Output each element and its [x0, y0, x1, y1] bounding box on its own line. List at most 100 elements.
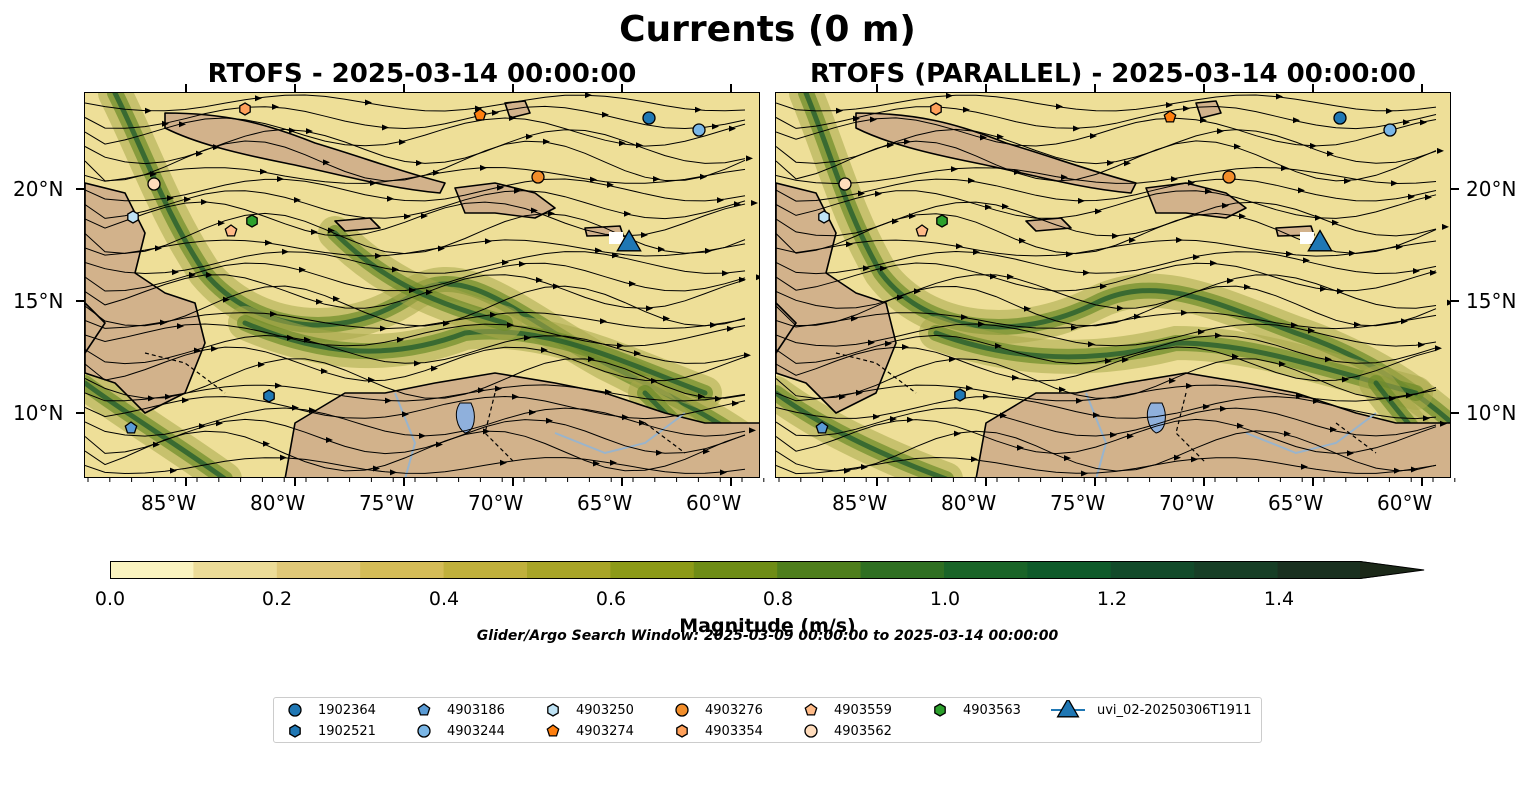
legend-entry: 4903563 [929, 700, 1021, 720]
colorbar-segment [1277, 561, 1362, 579]
glider-marker [1307, 229, 1333, 252]
legend-label: 1902521 [318, 723, 376, 739]
landmass [164, 112, 446, 194]
legend-marker-shape [289, 724, 301, 738]
colorbar-segment [360, 561, 445, 579]
argo-float-marker [930, 102, 942, 116]
legend-marker-shape [804, 703, 818, 716]
lake-maracaibo [455, 402, 475, 434]
argo-float-marker [531, 170, 545, 184]
colorbar-segment [1194, 561, 1279, 579]
legend-entry: 1902364 [284, 700, 376, 720]
legend-marker [547, 703, 559, 717]
lon-tick-label: 85°W [141, 491, 197, 515]
argo-float-marker [642, 111, 656, 125]
legend-marker-shape [546, 724, 560, 737]
colorbar-segment [110, 561, 194, 579]
colorbar-tick-label: 0.2 [261, 588, 293, 610]
legend-label: 4903276 [705, 702, 763, 718]
colorbar-segment [944, 561, 1028, 579]
argo-float-marker [818, 210, 830, 224]
colorbar-segment [693, 561, 778, 579]
colorbar-tick-label: 0.0 [94, 588, 126, 610]
colorbar-segment [777, 561, 862, 579]
lon-tick-label: 75°W [1050, 491, 1106, 515]
legend-marker [675, 703, 689, 717]
lon-tick-label: 65°W [1268, 491, 1324, 515]
legend-label: 4903354 [705, 723, 763, 739]
legend-entry: 4903562 [800, 721, 892, 741]
colorbar-outline [110, 561, 1425, 579]
glider-marker [616, 229, 642, 252]
left-map-panel [84, 92, 760, 478]
legend-label: 4903563 [963, 702, 1021, 718]
lat-tick-label: 15°N [13, 289, 64, 313]
legend-label: 1902364 [318, 702, 376, 718]
lat-tick-label: 15°N [1466, 289, 1517, 313]
lat-tick-label: 10°N [1466, 401, 1517, 425]
legend-entry: 4903354 [671, 721, 763, 741]
argo-float-marker [239, 102, 251, 116]
argo-float-marker [838, 177, 852, 191]
argo-float-marker [263, 389, 275, 403]
legend-entry: 4903250 [542, 700, 634, 720]
lon-tick-label: 60°W [686, 491, 742, 515]
landmass [776, 182, 897, 414]
legend-marker [804, 703, 818, 716]
landmass [1195, 100, 1222, 119]
country-border [835, 352, 1377, 464]
legend-marker [289, 724, 301, 738]
colorbar-tick-label: 0.6 [595, 588, 627, 610]
legend-label: 4903250 [576, 702, 634, 718]
colorbar-segment [1027, 561, 1112, 579]
legend-label: 4903274 [576, 723, 634, 739]
colorbar-segment [610, 561, 695, 579]
lon-tick-label: 65°W [577, 491, 633, 515]
legend-marker [417, 703, 431, 716]
argo-float-marker [692, 123, 706, 137]
colorbar-tick-label: 1.0 [929, 588, 961, 610]
search-window-note: Glider/Argo Search Window: 2025-03-09 00… [476, 628, 1059, 644]
colorbar-segment [276, 561, 361, 579]
lat-tick-label: 20°N [13, 177, 64, 201]
colorbar-tick-label: 1.2 [1096, 588, 1128, 610]
glider-legend-marker [1056, 700, 1080, 718]
legend-marker-shape [417, 724, 431, 738]
lat-tick-label: 20°N [1466, 177, 1517, 201]
lat-tick-label: 10°N [13, 401, 64, 425]
missing-data-patch [1300, 232, 1314, 244]
landmass [1025, 217, 1072, 232]
argo-float-marker [1222, 170, 1236, 184]
legend-label: 4903559 [834, 702, 892, 718]
lon-tick-label: 60°W [1377, 491, 1433, 515]
legend-label: 4903186 [447, 702, 505, 718]
landmass [776, 302, 797, 354]
colorbar-segment [1110, 561, 1195, 579]
river [394, 392, 686, 477]
legend-marker [676, 724, 688, 738]
colorbar-segment [193, 561, 278, 579]
legend-entry: 4903274 [542, 721, 634, 741]
argo-float-marker [1333, 111, 1347, 125]
colorbar [110, 561, 1425, 579]
axis-ticks [76, 84, 1459, 486]
figure-title: Currents (0 m) [619, 9, 916, 50]
legend-label: 4903562 [834, 723, 892, 739]
legend-marker [288, 703, 302, 717]
legend-entry: 4903276 [671, 700, 763, 720]
colorbar-segment [527, 561, 611, 579]
argo-float-marker [936, 214, 948, 228]
country-border [144, 352, 686, 464]
colorbar-label: Magnitude (m/s) [679, 615, 856, 637]
colorbar-extend-arrow [1360, 561, 1425, 579]
lon-tick-label: 85°W [832, 491, 888, 515]
landmass [334, 217, 381, 232]
lon-tick-label: 80°W [250, 491, 306, 515]
legend-entry: 4903186 [413, 700, 505, 720]
missing-data-patch [609, 232, 623, 244]
left-panel-title: RTOFS - 2025-03-14 00:00:00 [207, 59, 637, 89]
legend-label: 4903244 [447, 723, 505, 739]
legend-marker [417, 724, 431, 738]
legend-marker [934, 703, 946, 717]
river [1085, 392, 1377, 477]
